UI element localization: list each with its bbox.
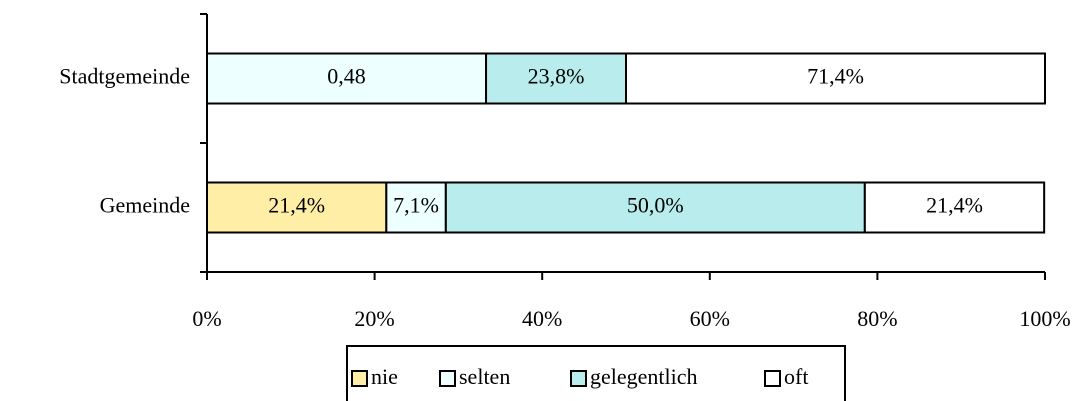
legend-swatch [570, 370, 587, 387]
data-label: 21,4% [926, 193, 983, 218]
x-tick-label: 20% [354, 306, 394, 331]
legend-label: gelegentlich [590, 364, 698, 389]
bar-segment [206, 52, 488, 105]
x-tick-label: 0% [192, 306, 221, 331]
data-label: 21,4% [268, 193, 325, 218]
y-tick-label: Stadtgemeinde [59, 64, 190, 89]
data-label: 7,1% [393, 193, 439, 218]
y-tick-label: Gemeinde [100, 193, 190, 218]
data-label: 50,0% [627, 193, 684, 218]
legend-box [346, 345, 846, 401]
x-tick-label: 100% [1019, 306, 1070, 331]
legend-label: selten [459, 364, 510, 389]
bar-segment [444, 181, 866, 234]
x-tick-label: 80% [857, 306, 897, 331]
legend-swatch [764, 370, 781, 387]
bar-segment [625, 52, 1046, 105]
legend-label: nie [371, 364, 398, 389]
legend-swatch [351, 370, 368, 387]
x-tick-label: 40% [522, 306, 562, 331]
data-label: 0,48 [327, 64, 366, 89]
bar-segment [863, 181, 1046, 234]
bar-segment [206, 181, 388, 234]
data-label: 71,4% [807, 64, 864, 89]
bar-segment [385, 181, 447, 234]
data-label: 23,8% [528, 64, 585, 89]
legend-swatch [439, 370, 456, 387]
legend-label: oft [784, 364, 808, 389]
x-tick-label: 60% [690, 306, 730, 331]
